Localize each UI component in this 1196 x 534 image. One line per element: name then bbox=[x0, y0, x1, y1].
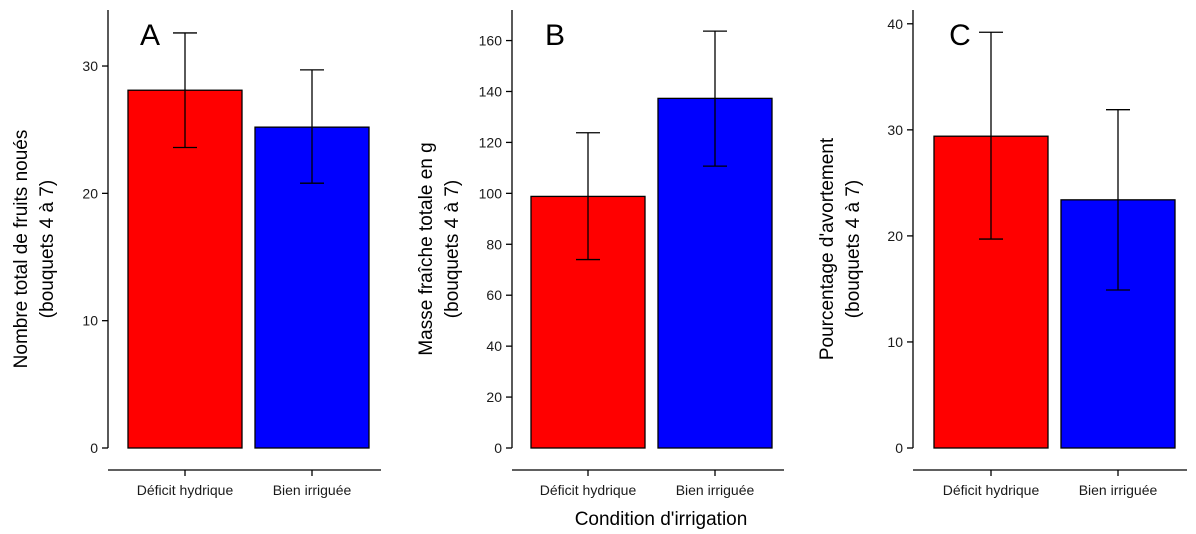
panel-a-x-tick-label: Déficit hydrique bbox=[137, 482, 234, 498]
panel-b-y-tick-label: 60 bbox=[486, 287, 502, 303]
panel-c-y-tick-label: 10 bbox=[887, 334, 903, 350]
panel-b-y-tick-label: 20 bbox=[486, 389, 502, 405]
panel-b-y-tick-label: 0 bbox=[494, 440, 502, 456]
panel-a-y-axis-title: (bouquets 4 à 7) bbox=[37, 180, 58, 318]
panel-a-x-tick-label: Bien irriguée bbox=[273, 482, 352, 498]
panel-a-panel-label: A bbox=[140, 19, 160, 52]
panel-c-y-tick-label: 20 bbox=[887, 228, 903, 244]
panel-b-y-tick-label: 100 bbox=[479, 185, 503, 201]
panel-b-panel-label: B bbox=[545, 19, 565, 52]
panel-b-x-tick-label: Déficit hydrique bbox=[540, 482, 637, 498]
panel-b-y-tick-label: 40 bbox=[486, 338, 502, 354]
panel-b-y-axis-title: Masse fraîche totale en g bbox=[416, 142, 437, 355]
panel-c-x-tick-label: Déficit hydrique bbox=[943, 482, 1040, 498]
panel-a-y-tick-label: 0 bbox=[90, 440, 98, 456]
panel-b-y-tick-label: 120 bbox=[479, 134, 503, 150]
panel-a-y-axis-title: Nombre total de fruits noués bbox=[11, 130, 32, 369]
panel-b-y-axis-title: (bouquets 4 à 7) bbox=[442, 180, 463, 318]
panel-b-y-tick-label: 140 bbox=[479, 83, 503, 99]
panel-c-panel-label: C bbox=[949, 19, 971, 52]
panel-c-y-tick-label: 40 bbox=[887, 16, 903, 32]
panel-c-y-axis-title: Pourcentage d'avortement bbox=[817, 137, 838, 360]
panel-a-bar-deficit-hydrique bbox=[127, 89, 243, 449]
panel-b-y-tick-label: 80 bbox=[486, 236, 502, 252]
panel-c-y-tick-label: 30 bbox=[887, 122, 903, 138]
shared-x-axis-title: Condition d'irrigation bbox=[575, 509, 748, 530]
panel-b-y-tick-label: 160 bbox=[479, 33, 503, 49]
panel-c-x-tick-label: Bien irriguée bbox=[1079, 482, 1158, 498]
panel-c-y-axis-title: (bouquets 4 à 7) bbox=[843, 180, 864, 318]
panel-c-y-tick-label: 0 bbox=[895, 440, 903, 456]
panel-a-y-tick-label: 20 bbox=[82, 185, 98, 201]
panel-a-y-tick-label: 10 bbox=[82, 313, 98, 329]
panel-a-y-tick-label: 30 bbox=[82, 58, 98, 74]
panel-b-x-tick-label: Bien irriguée bbox=[676, 482, 755, 498]
